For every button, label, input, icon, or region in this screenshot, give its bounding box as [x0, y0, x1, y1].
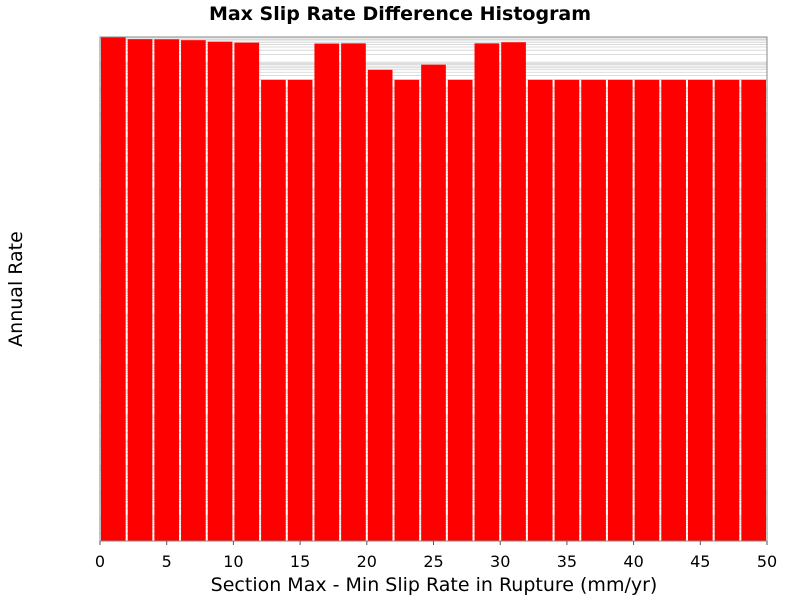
x-tick-label: 10: [223, 552, 243, 571]
histogram-bar: [421, 64, 446, 541]
histogram-bar: [474, 43, 500, 541]
x-tick-label: 45: [690, 552, 710, 571]
histogram-bar: [527, 79, 553, 542]
x-tick-label: 5: [162, 552, 172, 571]
histogram-bar: [394, 79, 420, 542]
x-tick-label: 35: [557, 552, 577, 571]
x-tick-label: 20: [357, 552, 377, 571]
histogram-bar: [714, 79, 740, 542]
histogram-bar: [501, 42, 526, 542]
x-tick-label: 25: [423, 552, 443, 571]
histogram-bar: [741, 79, 766, 542]
histogram-bar: [581, 79, 606, 542]
histogram-bar: [261, 79, 286, 542]
histogram-bar: [367, 69, 393, 542]
histogram-bar: [447, 79, 473, 542]
histogram-bar: [634, 79, 660, 542]
histogram-bar: [314, 43, 340, 542]
histogram-bar: [607, 79, 633, 542]
histogram-bar: [687, 79, 713, 542]
x-tick-label: 50: [757, 552, 777, 571]
histogram-bar: [154, 39, 180, 541]
chart-title: Max Slip Rate Difference Histogram: [209, 3, 591, 25]
histogram-bar: [661, 79, 686, 542]
histogram-bar: [341, 43, 366, 541]
histogram-bar: [127, 39, 153, 542]
x-tick-label: 30: [490, 552, 510, 571]
histogram-bar: [181, 40, 206, 541]
histogram-bar: [554, 79, 580, 542]
x-tick-label: 15: [290, 552, 310, 571]
y-axis-label: Annual Rate: [5, 231, 27, 347]
x-tick-label: 0: [95, 552, 105, 571]
histogram-bar: [234, 42, 260, 542]
histogram-bar: [101, 37, 126, 541]
x-axis-label: Section Max - Min Slip Rate in Rupture (…: [211, 574, 658, 596]
x-tick-label: 40: [623, 552, 643, 571]
histogram-bar: [287, 79, 313, 542]
histogram-bar: [207, 41, 233, 541]
